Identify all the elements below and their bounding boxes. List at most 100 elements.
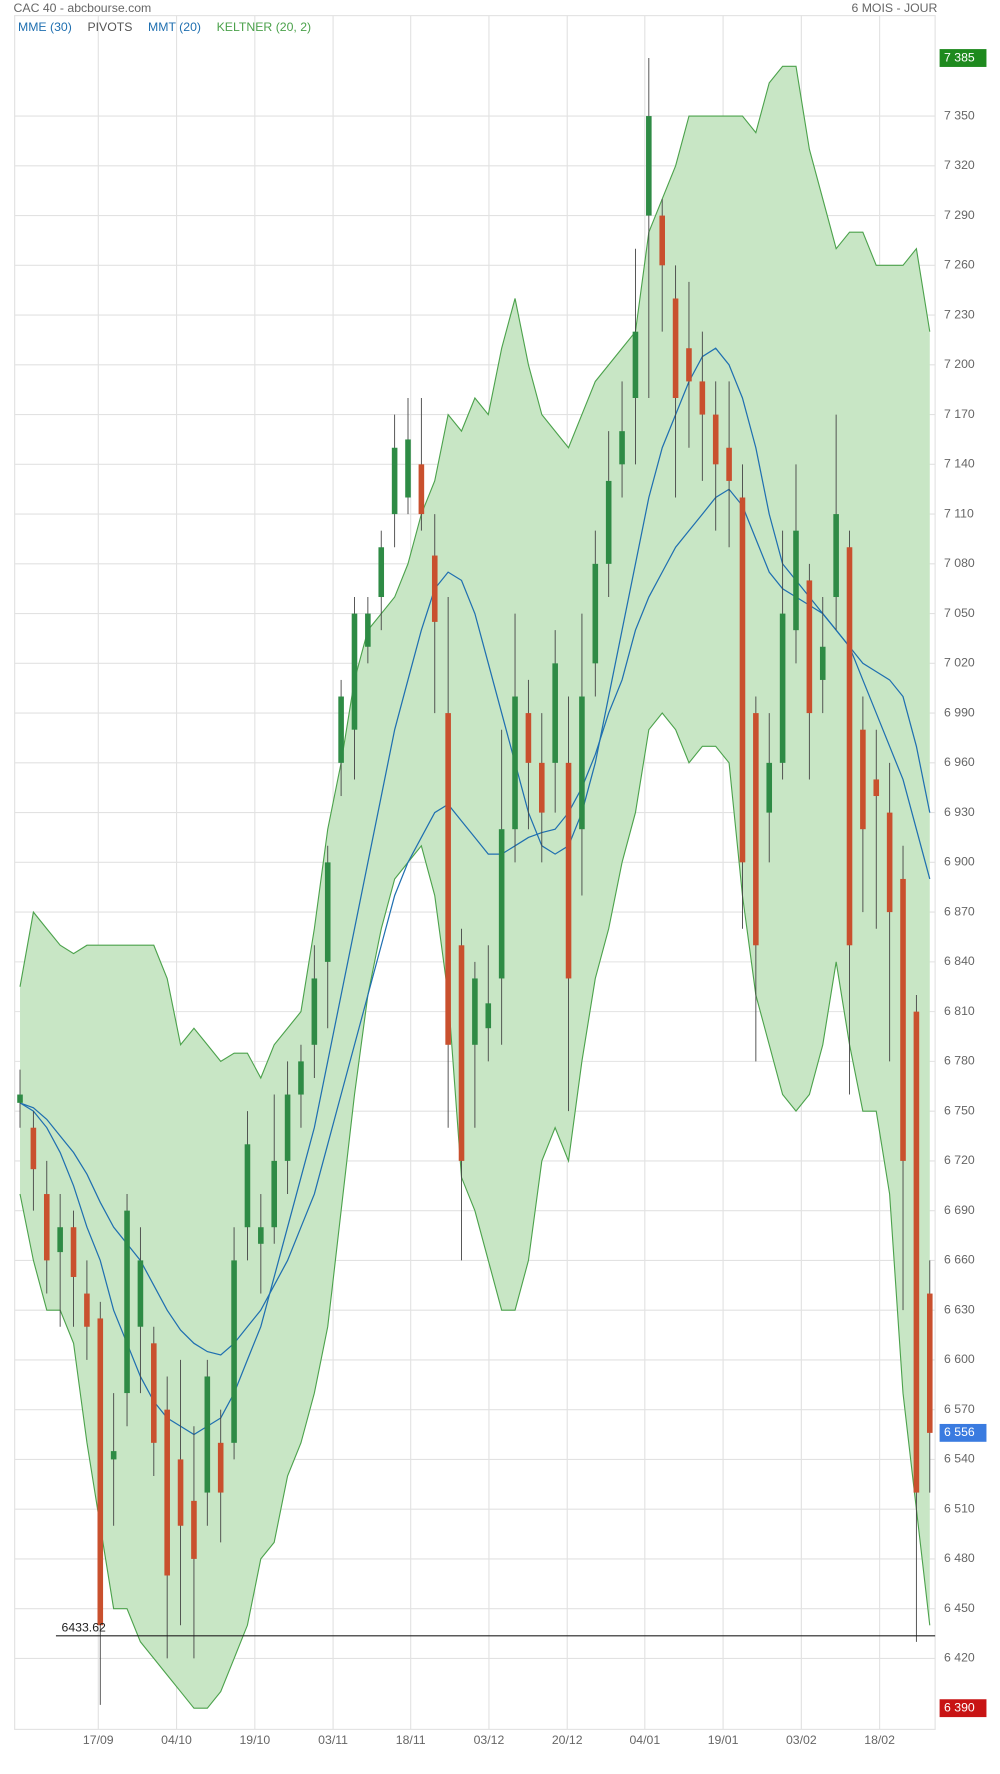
candle-body: [284, 1094, 291, 1161]
candle-body: [17, 1094, 23, 1103]
y-tick-label: 6 900: [944, 855, 975, 869]
candle-body: [110, 1451, 117, 1460]
candle-body: [151, 1343, 157, 1443]
plot-frame: [14, 15, 936, 1730]
y-tick-label: 7 260: [944, 258, 975, 272]
y-tick-label: 7 170: [944, 407, 975, 421]
candle-body: [191, 1500, 197, 1559]
candle-body: [30, 1127, 37, 1170]
candle-body: [418, 464, 425, 515]
x-tick-label: 18/02: [864, 1733, 895, 1747]
candle-body: [177, 1459, 184, 1526]
y-tick-label: 6 570: [944, 1402, 975, 1416]
candle-body: [498, 829, 505, 979]
y-tick-label: 6 690: [944, 1203, 975, 1217]
candle-body: [592, 563, 599, 664]
y-tick-label: 6 870: [944, 904, 975, 918]
x-tick-label: 04/10: [161, 1733, 192, 1747]
legend-entry: MMT (20): [148, 20, 201, 34]
candle-body: [391, 447, 398, 515]
candle-body: [97, 1318, 104, 1626]
y-tick-label: 6 840: [944, 954, 975, 968]
y-tick-label: 7 320: [944, 158, 975, 172]
candle-body: [739, 497, 746, 863]
candle-body: [672, 298, 679, 398]
moving-average: [19, 488, 931, 1356]
y-tick-label: 6 990: [944, 705, 975, 719]
candle-body: [539, 762, 545, 813]
y-tick-label: 6 420: [944, 1651, 975, 1665]
candle-body: [632, 331, 639, 398]
x-tick-label: 03/12: [474, 1733, 505, 1747]
price-marker-label: 7 385: [944, 50, 975, 64]
candle-body: [819, 646, 826, 680]
x-tick-label: 20/12: [552, 1733, 583, 1747]
candle-body: [405, 439, 411, 498]
price-marker-label: 6 556: [944, 1425, 975, 1439]
x-tick-label: 18/11: [396, 1733, 426, 1747]
y-tick-label: 6 780: [944, 1054, 975, 1068]
y-tick-label: 7 050: [944, 606, 975, 620]
candle-body: [204, 1376, 211, 1493]
candle-body: [886, 812, 893, 913]
candle-body: [779, 613, 786, 763]
x-tick-label: 19/01: [708, 1733, 739, 1747]
candle-body: [70, 1227, 77, 1277]
y-tick-label: 6 960: [944, 755, 975, 769]
candle-body: [579, 696, 585, 830]
price-marker: [939, 1423, 987, 1442]
candle-body: [378, 547, 385, 598]
period-label: 6 MOIS - JOUR: [851, 1, 937, 15]
candle-body: [926, 1293, 933, 1433]
x-tick-label: 19/10: [239, 1733, 270, 1747]
candle-body: [431, 555, 438, 622]
moving-average: [19, 347, 931, 1436]
candle-body: [712, 414, 719, 465]
candle-body: [485, 1003, 492, 1029]
price-marker-label: 6 390: [944, 1700, 975, 1714]
candle-body: [217, 1442, 224, 1493]
y-tick-label: 6 600: [944, 1352, 975, 1366]
price-marker: [939, 49, 987, 67]
candle-body: [846, 547, 853, 946]
y-tick-label: 6 810: [944, 1004, 975, 1018]
keltner-upper: [19, 65, 931, 1080]
candle-body: [900, 878, 906, 1161]
y-tick-label: 7 080: [944, 556, 975, 570]
candle-body: [57, 1227, 63, 1253]
source-title: CAC 40 - abcbourse.com: [14, 1, 152, 15]
candle-body: [365, 613, 371, 647]
candle-body: [806, 580, 813, 714]
candle-body: [873, 779, 880, 797]
candle-body: [913, 1011, 920, 1493]
y-tick-label: 7 200: [944, 357, 975, 371]
candle-body: [351, 613, 358, 730]
x-tick-label: 04/01: [629, 1733, 660, 1747]
candle-body: [338, 696, 344, 763]
candle-body: [793, 530, 799, 631]
candle-body: [124, 1210, 130, 1394]
candle-body: [324, 862, 331, 962]
x-tick-label: 03/02: [786, 1733, 817, 1747]
y-tick-label: 6 630: [944, 1302, 975, 1316]
candle-body: [766, 762, 773, 813]
candle-body: [659, 215, 665, 266]
candle-body: [833, 514, 839, 598]
y-tick-label: 6 480: [944, 1551, 975, 1565]
candle-body: [271, 1160, 278, 1228]
y-tick-label: 6 540: [944, 1452, 975, 1466]
candle-body: [244, 1144, 251, 1228]
y-tick-label: 7 350: [944, 108, 975, 122]
x-tick-label: 17/09: [83, 1733, 114, 1747]
candle-body: [686, 348, 692, 382]
candle-body: [164, 1409, 170, 1576]
candle-body: [753, 713, 759, 946]
candle-body: [619, 431, 625, 465]
candle-body: [726, 447, 732, 481]
candle-body: [552, 663, 558, 763]
y-tick-label: 6 720: [944, 1153, 975, 1167]
candle-body: [860, 729, 866, 830]
candle-body: [445, 713, 451, 1045]
y-tick-label: 7 140: [944, 457, 975, 471]
candle-body: [84, 1293, 90, 1327]
